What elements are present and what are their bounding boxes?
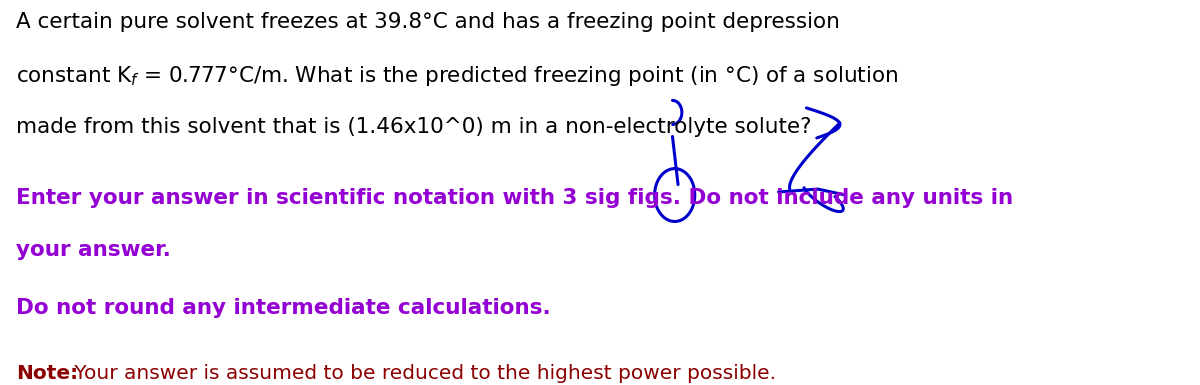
Text: Note:: Note: [16,364,78,383]
Text: your answer.: your answer. [16,241,172,261]
Text: A certain pure solvent freezes at 39.8°C and has a freezing point depression: A certain pure solvent freezes at 39.8°C… [16,12,840,32]
Text: constant K$_f$ = 0.777°C/m. What is the predicted freezing point (in °C) of a so: constant K$_f$ = 0.777°C/m. What is the … [16,64,899,89]
Text: Do not round any intermediate calculations.: Do not round any intermediate calculatio… [16,298,551,318]
Text: Your answer is assumed to be reduced to the highest power possible.: Your answer is assumed to be reduced to … [67,364,775,383]
Text: Enter your answer in scientific notation with 3 sig figs. Do not include any uni: Enter your answer in scientific notation… [16,188,1013,208]
Text: made from this solvent that is (1.46x10^0) m in a non-electrolyte solute?: made from this solvent that is (1.46x10^… [16,117,811,137]
